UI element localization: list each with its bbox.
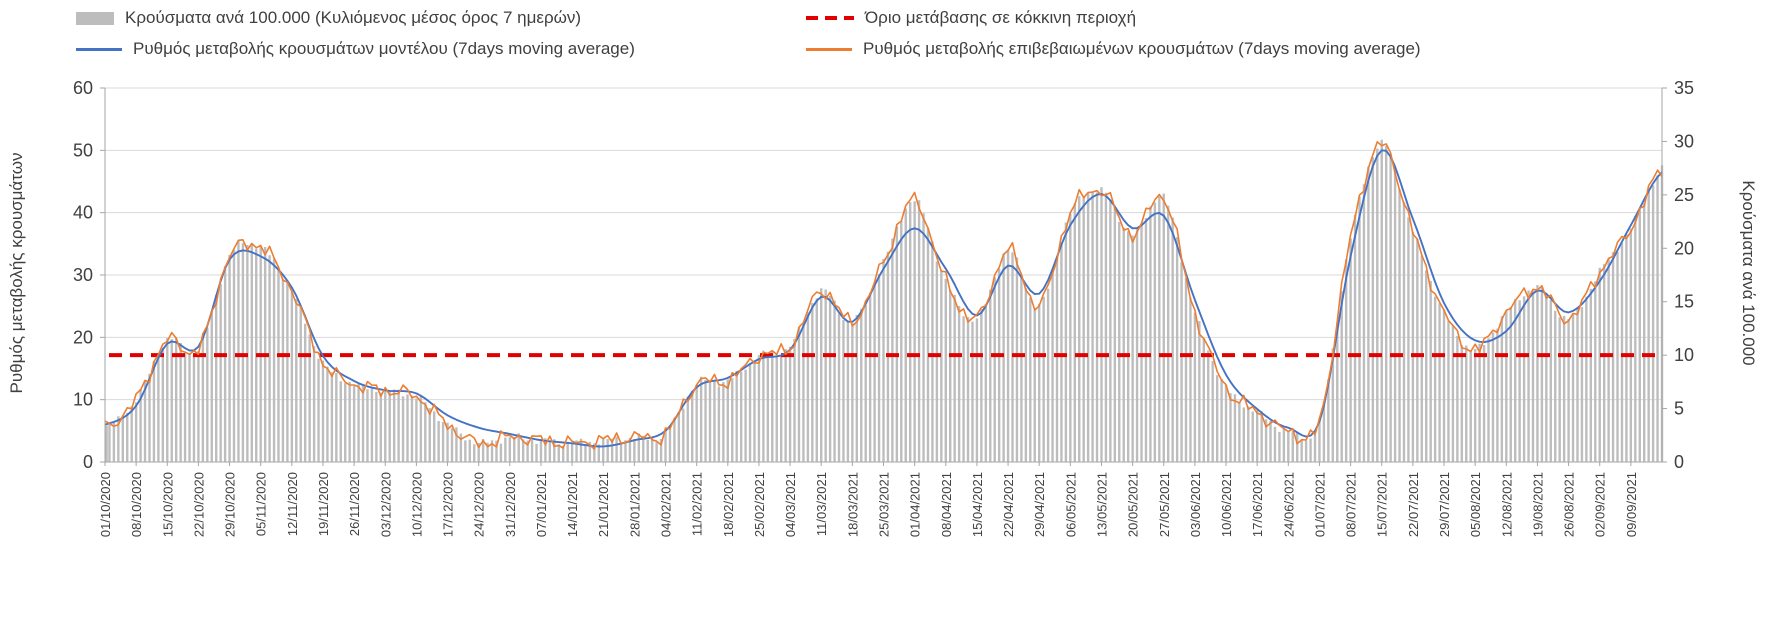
confirmed-line xyxy=(104,141,1663,450)
x-tick-label: 26/11/2020 xyxy=(347,472,362,536)
left-tick-label: 30 xyxy=(73,265,93,285)
x-tick-label: 31/12/2020 xyxy=(503,472,518,537)
x-tick-label: 29/07/2021 xyxy=(1437,472,1452,537)
x-tick-label: 09/09/2021 xyxy=(1624,472,1639,537)
left-tick-label: 40 xyxy=(73,203,93,223)
x-tick-label: 11/02/2021 xyxy=(690,472,705,536)
x-tick-label: 24/06/2021 xyxy=(1281,472,1296,537)
left-tick-label: 60 xyxy=(73,78,93,98)
x-tick-label: 06/05/2021 xyxy=(1063,472,1078,537)
x-tick-label: 08/07/2021 xyxy=(1344,472,1359,537)
x-tick-label: 25/02/2021 xyxy=(752,472,767,537)
x-tick-label: 27/05/2021 xyxy=(1157,472,1172,537)
x-tick-label: 11/03/2021 xyxy=(814,472,829,536)
x-tick-label: 10/12/2020 xyxy=(409,472,424,537)
axis-labels: 0 10 20 30 40 50 60 0 5 10 15 20 25 30 35 01/10/2020 08/… xyxy=(73,78,1694,537)
right-tick-label: 20 xyxy=(1674,238,1694,258)
left-tick-label: 50 xyxy=(73,140,93,160)
x-tick-label: 05/08/2021 xyxy=(1468,472,1483,537)
x-tick-label: 01/07/2021 xyxy=(1312,472,1327,537)
x-tick-label: 18/03/2021 xyxy=(845,472,860,537)
model-swatch xyxy=(76,47,122,51)
x-tick-label: 14/01/2021 xyxy=(565,472,580,537)
x-tick-label: 02/09/2021 xyxy=(1593,472,1608,537)
x-tick-label: 25/03/2021 xyxy=(877,472,892,537)
x-tick-label: 04/03/2021 xyxy=(783,472,798,537)
legend-item-model: Ρυθμός μεταβολής κρουσμάτων μοντέλου (7d… xyxy=(76,39,635,59)
x-tick-label: 24/12/2020 xyxy=(472,472,487,537)
x-tick-label: 15/04/2021 xyxy=(970,472,985,537)
x-tick-label: 18/02/2021 xyxy=(721,472,736,537)
legend-label-bars: Κρούσματα ανά 100.000 (Κυλιόμενος μέσος … xyxy=(125,8,582,27)
x-tick-label: 08/10/2020 xyxy=(129,472,144,537)
x-tick-label: 03/06/2021 xyxy=(1188,472,1203,537)
right-tick-label: 10 xyxy=(1674,345,1694,365)
legend-label-model: Ρυθμός μεταβολής κρουσμάτων μοντέλου (7d… xyxy=(133,39,635,58)
right-tick-label: 5 xyxy=(1674,399,1684,419)
line-series xyxy=(104,141,1663,450)
x-tick-label: 22/10/2020 xyxy=(191,472,206,537)
x-tick-label: 15/07/2021 xyxy=(1375,472,1390,537)
left-tick-label: 20 xyxy=(73,327,93,347)
x-tick-label: 04/02/2021 xyxy=(659,472,674,537)
x-tick-label: 22/04/2021 xyxy=(1001,472,1016,537)
x-tick-label: 01/04/2021 xyxy=(908,472,923,537)
left-tick-label: 0 xyxy=(83,452,93,472)
model-line xyxy=(104,149,1663,448)
x-tick-label: 12/11/2020 xyxy=(285,472,300,536)
x-tick-label: 20/05/2021 xyxy=(1126,472,1141,537)
x-tick-label: 08/04/2021 xyxy=(939,472,954,537)
legend-label-threshold: Όριο μετάβασης σε κόκκινη περιοχή xyxy=(865,8,1137,27)
legend-item-bars: Κρούσματα ανά 100.000 (Κυλιόμενος μέσος … xyxy=(76,8,581,28)
x-tick-label: 29/10/2020 xyxy=(223,472,238,537)
x-tick-label: 21/01/2021 xyxy=(596,472,611,537)
x-tick-label: 28/01/2021 xyxy=(627,472,642,537)
right-tick-label: 25 xyxy=(1674,185,1694,205)
right-tick-label: 35 xyxy=(1674,78,1694,98)
left-tick-label: 10 xyxy=(73,390,93,410)
right-tick-label: 15 xyxy=(1674,292,1694,312)
x-tick-label: 15/10/2020 xyxy=(160,472,175,537)
x-tick-label: 10/06/2021 xyxy=(1219,472,1234,537)
x-tick-label: 26/08/2021 xyxy=(1562,472,1577,537)
x-tick-label: 01/10/2020 xyxy=(98,472,113,537)
x-tick-label: 22/07/2021 xyxy=(1406,472,1421,537)
bars-series xyxy=(105,139,1664,463)
right-tick-label: 30 xyxy=(1674,131,1694,151)
x-tick-label: 07/01/2021 xyxy=(534,472,549,537)
bar-swatch xyxy=(76,11,114,25)
threshold-swatch xyxy=(806,16,854,20)
x-tick-label: 19/11/2020 xyxy=(316,472,331,536)
x-tick-label: 13/05/2021 xyxy=(1094,472,1109,537)
legend-item-confirmed: Ρυθμός μεταβολής επιβεβαιωμένων κρουσμάτ… xyxy=(806,39,1421,59)
confirmed-swatch xyxy=(806,47,852,51)
x-tick-label: 19/08/2021 xyxy=(1530,472,1545,537)
x-tick-label: 17/06/2021 xyxy=(1250,472,1265,537)
x-tick-label: 12/08/2021 xyxy=(1499,472,1514,537)
right-tick-label: 0 xyxy=(1674,452,1684,472)
legend-label-confirmed: Ρυθμός μεταβολής επιβεβαιωμένων κρουσμάτ… xyxy=(863,39,1421,58)
x-tick-label: 03/12/2020 xyxy=(378,472,393,537)
x-tick-label: 05/11/2020 xyxy=(254,472,269,536)
x-tick-label: 29/04/2021 xyxy=(1032,472,1047,537)
x-tick-label: 17/12/2020 xyxy=(441,472,456,537)
axes xyxy=(100,87,1667,466)
legend-item-threshold: Όριο μετάβασης σε κόκκινη περιοχή xyxy=(806,8,1136,28)
